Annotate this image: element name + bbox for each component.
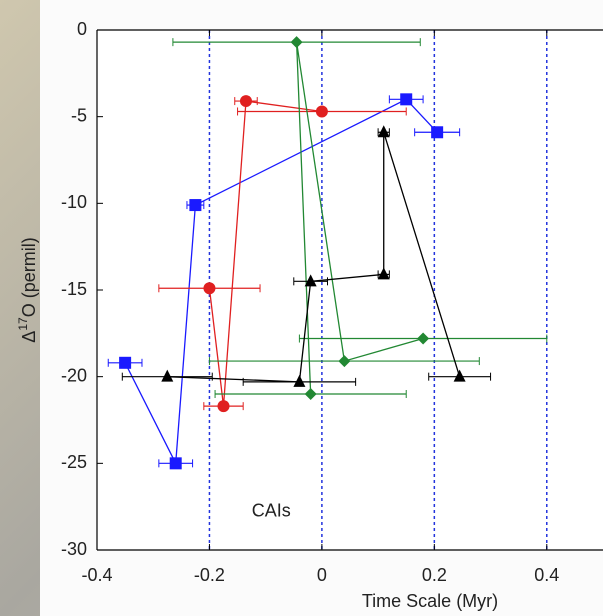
data-point [217,400,230,413]
data-point [304,274,317,287]
x-tick-label: -0.2 [194,565,225,585]
y-axis-label: Δ17O (permil) [16,237,39,342]
data-point [400,93,413,106]
series-line [167,132,461,383]
annotation: CAIs [252,501,291,521]
data-point [377,125,390,138]
x-tick-label: 0.2 [422,565,447,585]
y-tick-label: -20 [61,365,87,385]
y-label-sup: 17 [16,317,30,331]
data-point [161,369,174,382]
data-point [169,457,182,470]
x-tick-label: 0.4 [534,565,559,585]
plot-area [97,30,603,550]
x-tick-label: 0 [317,565,327,585]
y-tick-label: -10 [61,192,87,212]
series-line [208,100,322,407]
data-point [315,105,328,118]
y-tick-label: 0 [77,19,87,39]
data-point [417,332,430,345]
data-point [290,36,303,49]
data-point [189,199,202,212]
data-point [453,369,466,382]
x-tick-label: -0.4 [81,565,112,585]
data-point [431,126,444,139]
series-line [295,42,424,395]
data-point [239,95,252,108]
data-point [293,374,306,387]
data-point [338,355,351,368]
y-tick-label: -15 [61,279,87,299]
data-point [119,356,132,369]
y-label-prefix: Δ [19,331,39,343]
x-axis-label: Time Scale (Myr) [362,591,498,611]
data-point [304,388,317,400]
y-label-rest: O (permil) [19,237,39,317]
y-tick-label: -25 [61,452,87,472]
y-tick-label: -5 [71,105,87,125]
data-point [377,267,390,280]
data-point [203,282,216,295]
y-tick-label: -30 [61,539,87,559]
